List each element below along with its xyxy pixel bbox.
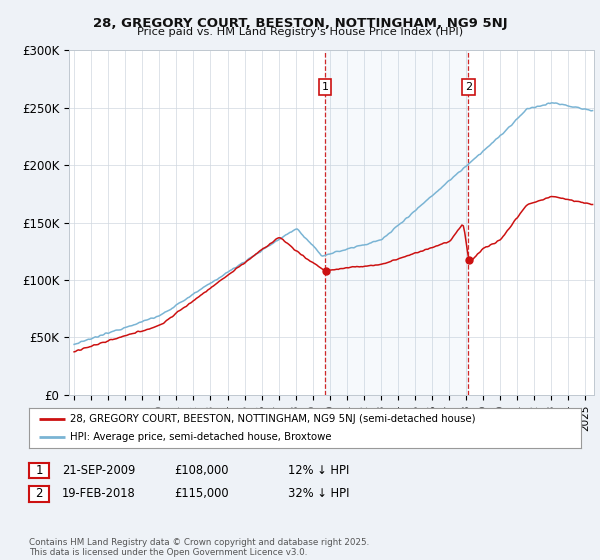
Text: 1: 1	[322, 82, 329, 92]
Text: 1: 1	[35, 464, 43, 477]
Bar	[325, 50, 469, 395]
Text: 28, GREGORY COURT, BEESTON, NOTTINGHAM, NG9 5NJ (semi-detached house): 28, GREGORY COURT, BEESTON, NOTTINGHAM, …	[70, 414, 476, 423]
Text: Price paid vs. HM Land Registry's House Price Index (HPI): Price paid vs. HM Land Registry's House …	[137, 27, 463, 37]
Text: £115,000: £115,000	[174, 487, 229, 501]
Text: HPI: Average price, semi-detached house, Broxtowe: HPI: Average price, semi-detached house,…	[70, 432, 332, 442]
Text: 32% ↓ HPI: 32% ↓ HPI	[288, 487, 349, 501]
Text: 12% ↓ HPI: 12% ↓ HPI	[288, 464, 349, 477]
Text: 2: 2	[35, 487, 43, 501]
Text: 19-FEB-2018: 19-FEB-2018	[62, 487, 136, 501]
Text: 28, GREGORY COURT, BEESTON, NOTTINGHAM, NG9 5NJ: 28, GREGORY COURT, BEESTON, NOTTINGHAM, …	[92, 17, 508, 30]
Text: 21-SEP-2009: 21-SEP-2009	[62, 464, 135, 477]
Text: £108,000: £108,000	[174, 464, 229, 477]
Text: 2: 2	[465, 82, 472, 92]
Text: Contains HM Land Registry data © Crown copyright and database right 2025.
This d: Contains HM Land Registry data © Crown c…	[29, 538, 369, 557]
